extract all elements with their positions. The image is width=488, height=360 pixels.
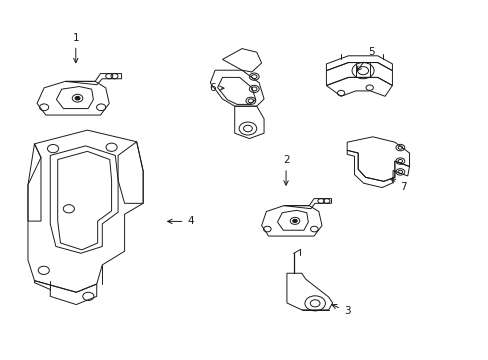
Text: 1: 1 <box>72 33 79 63</box>
Text: 7: 7 <box>390 179 406 192</box>
Circle shape <box>292 219 297 222</box>
Text: 4: 4 <box>167 216 194 226</box>
Text: 5: 5 <box>356 47 374 71</box>
Text: 3: 3 <box>331 305 350 316</box>
Text: 6: 6 <box>209 83 224 93</box>
Text: 2: 2 <box>282 155 289 185</box>
Circle shape <box>75 96 80 100</box>
